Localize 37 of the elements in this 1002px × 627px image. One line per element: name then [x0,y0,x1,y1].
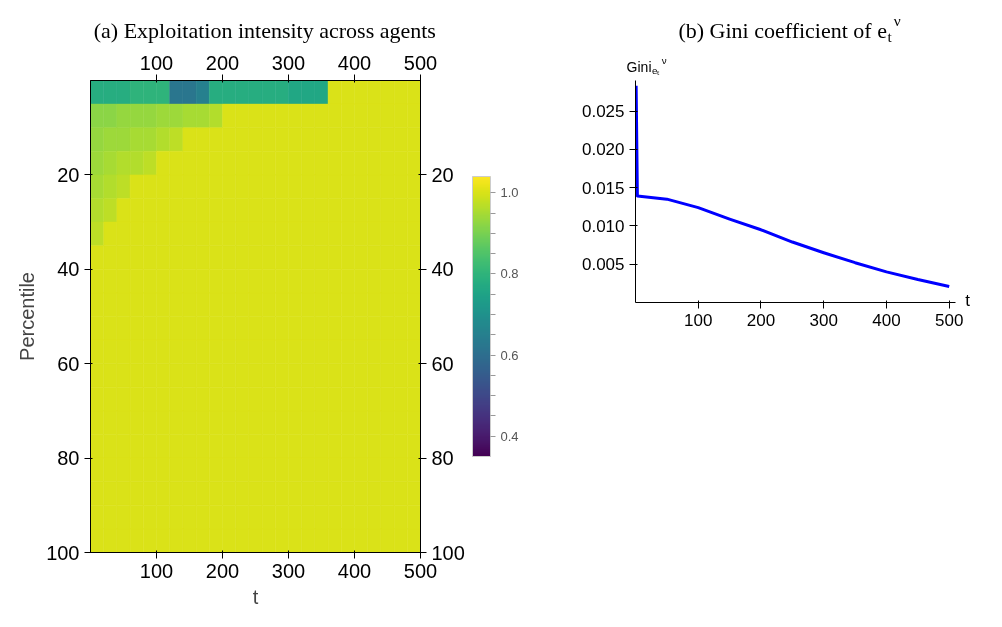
y-tick-label: 0.020 [581,140,625,160]
y-tick-label: 40 [57,258,80,281]
x-tick-label: 400 [337,51,372,74]
y-tick-label: 20 [57,163,80,186]
y-tick-label: 0.025 [581,102,625,122]
y-tick-label: 60 [57,352,80,375]
y2-tick-label: 20 [431,163,454,186]
x-tick-label: 200 [746,310,776,330]
x-tick-label: 100 [139,51,174,74]
y-tick-label: 0.010 [581,216,625,236]
y-tick-label: 0.015 [581,178,625,198]
x-tick-label: 400 [872,310,901,330]
color-bar-label: 1.0 [500,185,519,201]
line-series [635,84,951,288]
y-tick-label: 0.005 [581,255,625,275]
y-tick-label: 100 [46,541,80,564]
x2-tick-label: 400 [337,559,372,582]
y-tick-label: 80 [57,447,80,470]
y2-tick-label: 40 [431,258,454,281]
color-bar-label: 0.6 [500,347,519,363]
x-tick-label: 100 [684,310,713,330]
x-tick-label: 500 [935,310,964,330]
y-axis-title: Percentile [16,272,39,361]
x-tick-label: 500 [403,51,438,74]
chart-title: (a) Exploitation intensity across agents [93,18,436,43]
x-tick-label: 300 [271,51,306,74]
y2-tick-label: 60 [431,352,454,375]
color-bar-label: 0.4 [500,428,519,444]
color-bar-label: 0.8 [500,266,519,282]
x-tick-label: 300 [809,310,838,330]
y2-tick-label: 80 [431,447,454,470]
x-axis-title: t [252,585,259,608]
x2-tick-label: 100 [139,559,174,582]
x-axis-title: t [965,291,971,310]
x-tick-label: 200 [205,51,240,74]
x2-tick-label: 300 [271,559,306,582]
x2-tick-label: 200 [205,559,240,582]
